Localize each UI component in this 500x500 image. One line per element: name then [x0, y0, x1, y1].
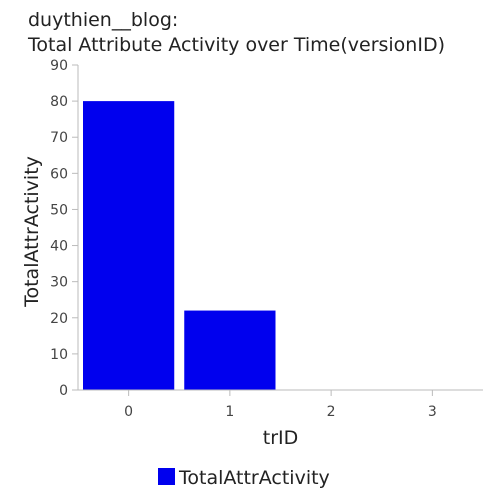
chart-subtitle: Total Attribute Activity over Time(versi… [27, 34, 445, 56]
x-tick-label: 0 [124, 404, 133, 420]
chart-title: duythien__blog: [28, 9, 178, 31]
y-tick-label: 10 [50, 347, 68, 363]
legend-swatch [158, 468, 175, 485]
bar [83, 101, 175, 390]
bar [184, 310, 276, 390]
x-tick-label: 2 [327, 404, 336, 420]
y-axis-label: TotalAttrActivity [21, 156, 43, 308]
legend: TotalAttrActivity [158, 467, 330, 489]
x-axis-ticks: 0 1 2 3 [124, 390, 437, 420]
legend-label: TotalAttrActivity [178, 467, 330, 489]
y-tick-label: 70 [50, 130, 68, 146]
y-tick-label: 20 [50, 311, 68, 327]
y-tick-label: 0 [59, 383, 68, 399]
x-tick-label: 1 [225, 404, 234, 420]
y-tick-label: 50 [50, 202, 68, 218]
x-axis-label: trID [263, 427, 299, 449]
y-tick-label: 60 [50, 166, 68, 182]
x-tick-label: 3 [428, 404, 437, 420]
bars [83, 101, 276, 390]
y-tick-label: 40 [50, 239, 68, 255]
y-tick-label: 30 [50, 275, 68, 291]
y-axis-ticks: 0 10 20 30 40 50 60 70 80 90 [50, 58, 78, 399]
y-tick-label: 80 [50, 94, 68, 110]
y-tick-label: 90 [50, 58, 68, 74]
